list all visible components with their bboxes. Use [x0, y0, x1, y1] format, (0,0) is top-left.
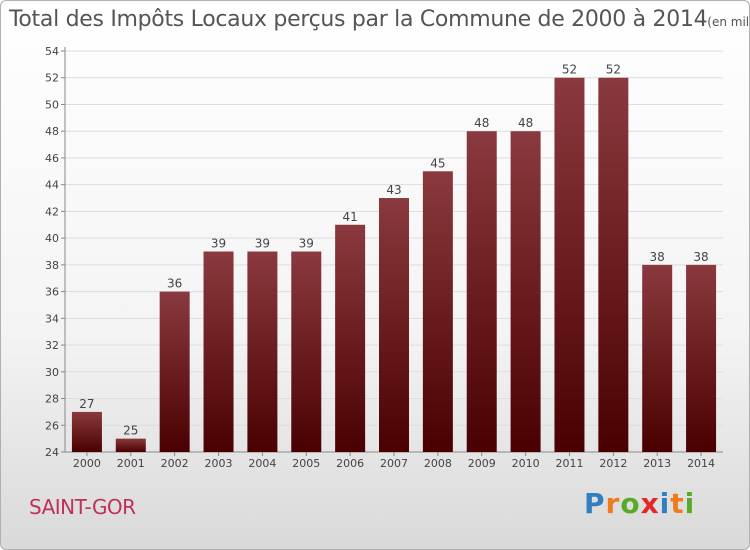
y-tick-label: 34: [45, 312, 59, 325]
x-tick-label: 2013: [643, 457, 671, 470]
y-tick-label: 46: [45, 152, 59, 165]
x-tick-label: 2012: [599, 457, 627, 470]
y-tick-label: 36: [45, 286, 59, 299]
x-tick-label: 2011: [555, 457, 583, 470]
bar: [466, 131, 497, 452]
logo-letter: x: [640, 487, 660, 520]
x-tick-label: 2002: [161, 457, 189, 470]
y-tick-label: 26: [45, 419, 59, 432]
logo-letter: i: [684, 487, 696, 520]
bar: [247, 251, 278, 452]
x-tick-label: 2010: [512, 457, 540, 470]
bar-value-label: 38: [650, 250, 665, 264]
bar: [203, 251, 234, 452]
x-tick-label: 2005: [292, 457, 320, 470]
bar: [115, 438, 146, 452]
y-tick-label: 38: [45, 259, 59, 272]
bar-value-label: 52: [562, 63, 577, 77]
x-tick-label: 2004: [248, 457, 276, 470]
x-tick-label: 2014: [687, 457, 715, 470]
x-tick-label: 2009: [468, 457, 496, 470]
y-tick-label: 30: [45, 366, 59, 379]
bar-value-label: 45: [430, 156, 445, 170]
bar-value-label: 52: [606, 63, 621, 77]
bar: [71, 411, 102, 452]
chart-unit: (en milliers d'€): [707, 15, 750, 29]
bar-value-label: 38: [693, 250, 708, 264]
logo-letter: i: [659, 487, 671, 520]
x-tick-label: 2001: [117, 457, 145, 470]
x-tick-label: 2008: [424, 457, 452, 470]
logo-letter: t: [670, 487, 685, 520]
y-tick-label: 52: [45, 72, 59, 85]
y-tick-label: 24: [45, 446, 59, 459]
bar: [598, 77, 629, 452]
bar: [422, 171, 453, 453]
chart-title: Total des Impôts Locaux perçus par la Co…: [9, 7, 749, 32]
logo-letter: r: [605, 487, 621, 520]
bar-value-label: 27: [79, 397, 94, 411]
bar-value-label: 39: [299, 237, 314, 251]
proxiti-logo: Proxiti: [584, 487, 695, 520]
y-tick-label: 50: [45, 98, 59, 111]
y-tick-label: 40: [45, 232, 59, 245]
bar: [642, 264, 673, 452]
bar-value-label: 48: [518, 116, 533, 130]
bar-value-label: 25: [123, 424, 138, 438]
y-tick-label: 32: [45, 339, 59, 352]
y-tick-label: 28: [45, 393, 59, 406]
bar: [554, 77, 585, 452]
y-tick-label: 44: [45, 179, 59, 192]
bar: [379, 198, 409, 452]
y-tick-label: 42: [45, 205, 59, 218]
bar-value-label: 36: [167, 277, 182, 291]
x-tick-label: 2003: [205, 457, 233, 470]
bar-value-label: 43: [386, 183, 401, 197]
logo-letter: o: [620, 487, 641, 520]
bar: [510, 131, 541, 452]
commune-name: SAINT-GOR: [29, 495, 136, 519]
bar-value-label: 48: [474, 116, 489, 130]
y-tick-label: 48: [45, 125, 59, 138]
bar-value-label: 41: [342, 210, 357, 224]
bar: [291, 251, 322, 452]
y-tick-label: 54: [45, 45, 59, 58]
x-tick-label: 2007: [380, 457, 408, 470]
x-tick-label: 2000: [73, 457, 101, 470]
bar-value-label: 39: [255, 237, 270, 251]
x-tick-label: 2006: [336, 457, 364, 470]
bar: [159, 291, 190, 452]
bar: [686, 264, 717, 452]
bar: [335, 224, 366, 452]
bar-value-label: 39: [211, 237, 226, 251]
chart-title-text: Total des Impôts Locaux perçus par la Co…: [9, 7, 708, 32]
logo-letter: P: [584, 487, 606, 520]
